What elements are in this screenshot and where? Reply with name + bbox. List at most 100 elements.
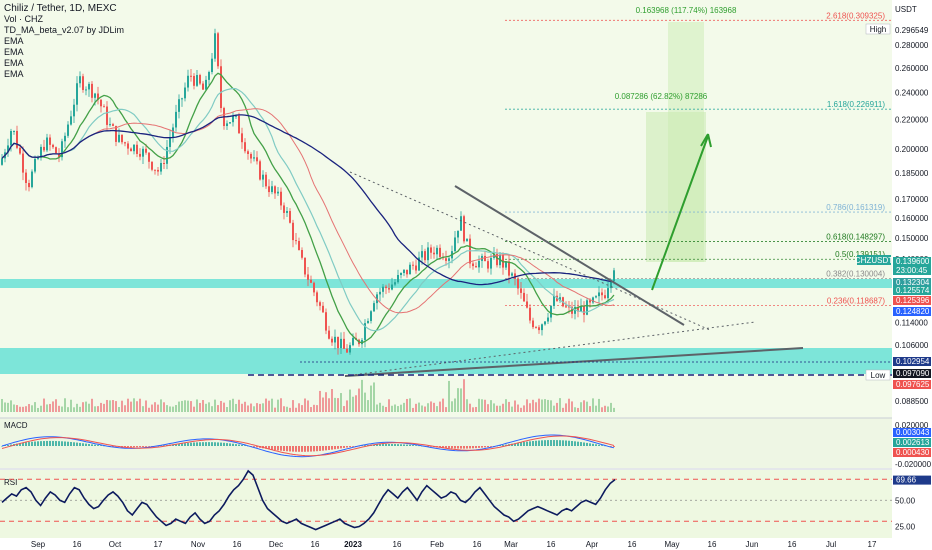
low-tag <box>865 369 891 381</box>
candle-body <box>181 98 183 100</box>
symbol-badge <box>857 255 891 265</box>
macd-line <box>1 434 615 458</box>
time-tick: Sep <box>31 540 46 549</box>
candle-body <box>322 305 324 313</box>
macd-bar <box>562 440 564 446</box>
macd-bar <box>295 446 297 452</box>
descending-trendline <box>454 185 685 326</box>
volume-bar <box>493 403 495 412</box>
volume-bar <box>304 398 306 412</box>
volume-bar <box>418 402 420 412</box>
volume-bar <box>217 405 219 412</box>
volume-bar <box>598 398 600 412</box>
macd-signal-line <box>1 435 615 457</box>
volume-bar <box>412 407 414 412</box>
candle-body <box>70 116 72 125</box>
macd-bar <box>214 442 216 446</box>
target-box-1 <box>646 112 706 262</box>
volume-bar <box>7 402 9 412</box>
indicator-ema-3[interactable]: EMA <box>4 58 24 68</box>
volume-bar <box>256 403 258 412</box>
volume-bar <box>517 404 519 412</box>
macd-bar <box>385 443 387 446</box>
volume-bar <box>355 395 357 412</box>
indicator-ema-4[interactable]: EMA <box>4 69 24 79</box>
candle-body <box>529 307 531 321</box>
candle-body <box>82 76 84 90</box>
indicator-volume[interactable]: Vol · CHZ <box>4 14 44 24</box>
candle-body <box>610 281 612 289</box>
volume-bar <box>391 405 393 412</box>
candle-body <box>418 257 420 271</box>
volume-bar <box>469 403 471 412</box>
volume-bar <box>556 402 558 412</box>
volume-bar <box>499 405 501 412</box>
volume-bar <box>79 406 81 412</box>
candle-body <box>526 301 528 308</box>
macd-bar <box>394 444 396 446</box>
macd-bar <box>388 443 390 446</box>
volume-bar <box>595 405 597 412</box>
macd-bar <box>505 444 507 446</box>
volume-bar <box>586 401 588 412</box>
volume-bar <box>103 403 105 412</box>
price-badge-text: 0.132304 <box>896 278 930 287</box>
price-badge-text: 0.124820 <box>896 307 930 316</box>
time-tick: 17 <box>868 540 877 549</box>
macd-bar <box>406 444 408 446</box>
volume-bar <box>496 405 498 412</box>
volume-bar <box>610 402 612 412</box>
macd-bar <box>559 440 561 446</box>
macd-bar <box>94 444 96 446</box>
time-axis <box>0 538 932 550</box>
fib-label: 0.618(0.148297) <box>826 232 885 241</box>
candle-body <box>127 143 129 149</box>
high-label: High <box>870 25 886 34</box>
macd-bar <box>550 440 552 446</box>
candle-body <box>115 125 117 142</box>
macd-bar <box>523 442 525 446</box>
candle-body <box>349 345 351 353</box>
candle-body <box>538 327 540 331</box>
volume-bar <box>160 399 162 412</box>
candle-body <box>517 279 519 289</box>
volume-bar <box>58 405 60 412</box>
candle-body <box>103 106 105 108</box>
macd-bar <box>427 446 429 447</box>
volume-bar <box>52 401 54 412</box>
volume-bar <box>88 403 90 412</box>
high-tag <box>865 23 891 35</box>
target-label-1: 0.163968 (117.74%) 163968 <box>636 6 737 15</box>
macd-bar <box>1 446 3 447</box>
macd-bar <box>391 443 393 446</box>
macd-bar <box>58 441 60 446</box>
volume-bar <box>325 392 327 412</box>
macd-bar <box>271 446 273 450</box>
candle-body <box>79 76 81 84</box>
candle-body <box>505 261 507 268</box>
candle-body <box>433 252 435 255</box>
candle-body <box>130 148 132 152</box>
volume-bar <box>550 400 552 412</box>
indicator-ema-2[interactable]: EMA <box>4 47 24 57</box>
indicator-td-ma[interactable]: TD_MA_beta_v2.07 by JDLim <box>4 25 125 35</box>
volume-bar <box>571 401 573 412</box>
time-tick: Mar <box>504 540 518 549</box>
volume-bar <box>472 407 474 412</box>
dotted-support-line <box>344 321 756 377</box>
volume-bar <box>523 405 525 412</box>
volume-bar <box>97 406 99 412</box>
indicator-ema-1[interactable]: EMA <box>4 36 24 46</box>
volume-bar <box>511 406 513 412</box>
candle-body <box>19 147 21 154</box>
candle-body <box>346 348 348 353</box>
candle-body <box>247 151 249 154</box>
volume-bar <box>541 399 543 412</box>
macd-bar <box>328 446 330 450</box>
volume-bar <box>223 402 225 412</box>
price-tick: 0.160000 <box>895 214 929 223</box>
volume-bar <box>130 401 132 412</box>
macd-bar <box>409 444 411 446</box>
